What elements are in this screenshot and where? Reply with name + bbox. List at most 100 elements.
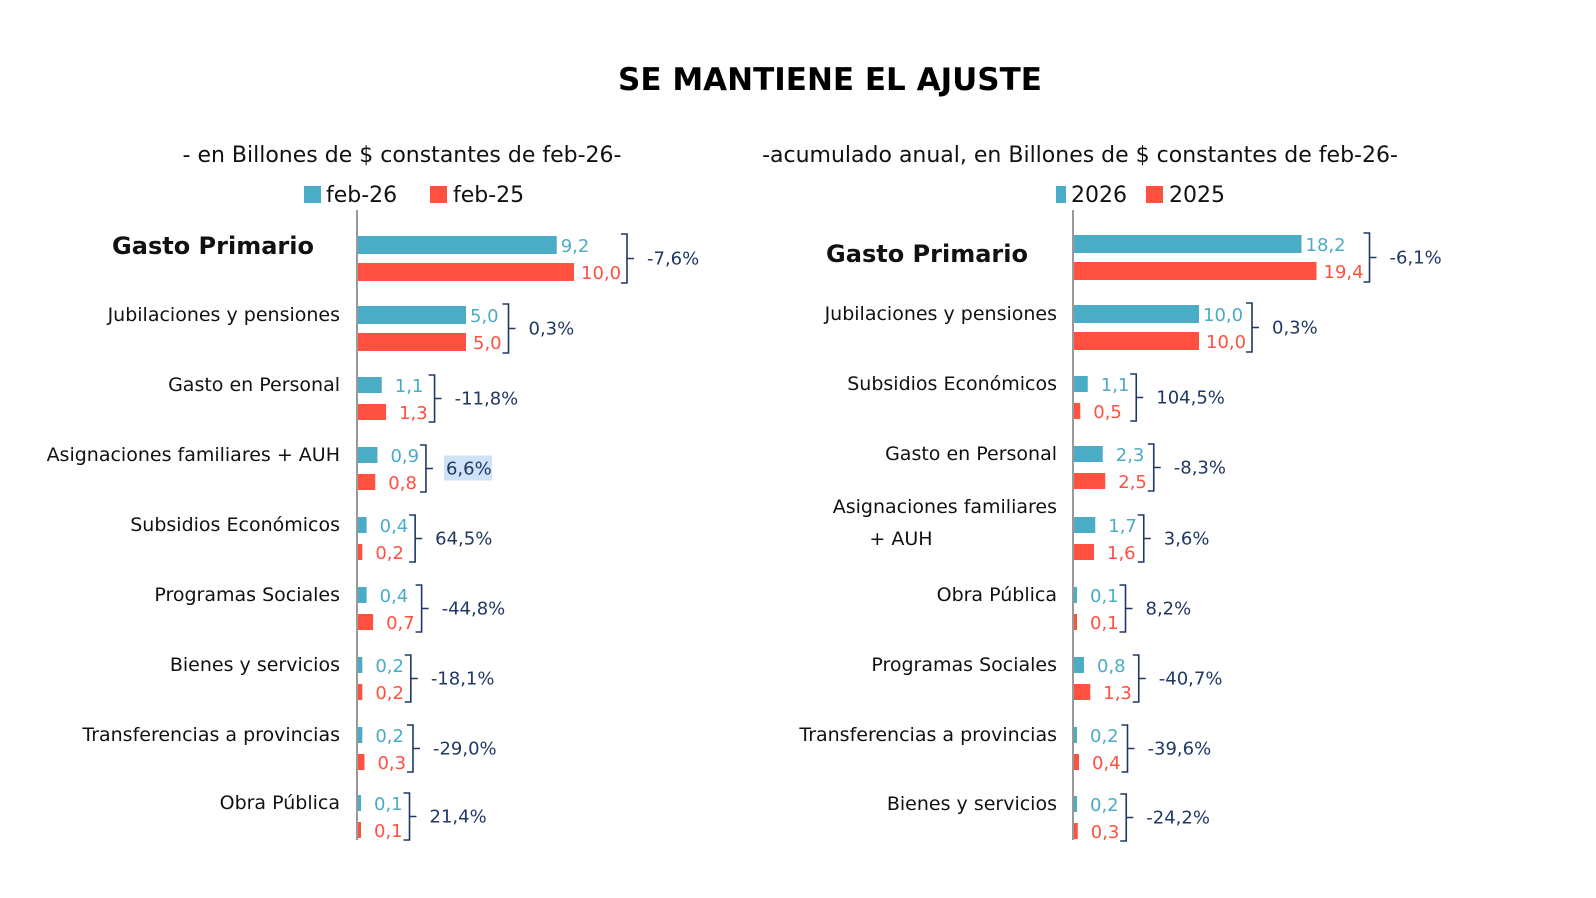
legend-label-a: feb-26 (326, 183, 397, 208)
category-label: Programas Sociales (154, 584, 340, 606)
category-label: Transferencias a provincias (798, 724, 1057, 746)
category-label: Asignaciones familiares + AUH (47, 444, 340, 466)
bar-feb-26 (358, 447, 378, 463)
variation-label: -11,8% (455, 389, 519, 410)
category-label: Gasto Primario (112, 232, 314, 260)
bar-2026 (1074, 305, 1199, 323)
category-label: Obra Pública (220, 792, 340, 814)
bar-feb-25 (358, 263, 574, 281)
bar-2025 (1074, 544, 1094, 560)
value-label: 0,2 (375, 683, 404, 704)
variation-label: -7,6% (647, 249, 699, 270)
bar-feb-26 (358, 517, 367, 533)
value-label: 0,3 (377, 753, 406, 774)
category-label: Asignaciones familiares + AUH (833, 496, 1057, 550)
variation-label: -6,1% (1390, 248, 1442, 269)
left-chart: feb-26 feb-25 Gasto Primario 9,2 10,0 -7,6% Ju… (47, 183, 700, 842)
value-label: 0,1 (1090, 613, 1119, 634)
bracket (1246, 302, 1259, 353)
variation-label: 3,6% (1164, 529, 1210, 550)
legend-label-b: feb-25 (453, 183, 524, 208)
value-label: 1,3 (399, 403, 428, 424)
value-label: 0,4 (1092, 753, 1121, 774)
bar-2026 (1074, 235, 1302, 253)
bar-2026 (1074, 376, 1088, 392)
value-label: 0,4 (380, 586, 409, 607)
legend-label-b: 2025 (1169, 183, 1225, 208)
bar-feb-26 (358, 306, 466, 324)
bracket (1120, 793, 1134, 842)
value-label: 2,5 (1118, 472, 1147, 493)
bracket (1147, 443, 1161, 492)
value-label: 2,3 (1116, 445, 1145, 466)
bracket (403, 792, 417, 841)
category-label: Subsidios Económicos (847, 373, 1057, 395)
variation-label: -18,1% (431, 669, 495, 690)
value-label: 10,0 (581, 263, 621, 284)
bar-2025 (1074, 684, 1091, 700)
bracket (1137, 514, 1151, 563)
category-label: Jubilaciones y pensiones (107, 304, 340, 326)
variation-label: -40,7% (1159, 669, 1223, 690)
bar-2026 (1074, 587, 1077, 603)
legend-swatch-b (1146, 186, 1163, 203)
bar-2026 (1074, 446, 1103, 462)
value-label: 10,0 (1203, 305, 1243, 326)
bar-feb-26 (358, 727, 363, 743)
value-label: 0,7 (386, 613, 415, 634)
value-label: 0,8 (388, 473, 417, 494)
variation-label: -8,3% (1174, 458, 1226, 479)
legend-swatch-a (304, 186, 321, 203)
left-subtitle: - en Billones de $ constantes de feb-26- (183, 143, 622, 168)
value-label: 0,8 (1097, 656, 1126, 677)
bracket (502, 303, 516, 354)
bracket (404, 654, 418, 703)
value-label: 1,1 (395, 376, 424, 397)
bracket (409, 514, 423, 563)
category-label: Jubilaciones y pensiones (824, 303, 1057, 325)
right-chart: 2026 2025 Gasto Primario 18,2 19,4 -6,1% Jubil… (798, 183, 1441, 843)
value-label: 1,6 (1107, 543, 1136, 564)
bar-2025 (1074, 823, 1078, 839)
bracket (1130, 373, 1144, 422)
bar-feb-25 (358, 822, 361, 838)
bar-2026 (1074, 727, 1077, 743)
value-label: 1,1 (1101, 375, 1130, 396)
variation-label: 0,3% (1272, 318, 1318, 339)
bar-2026 (1074, 657, 1084, 673)
category-label: Obra Pública (937, 584, 1057, 606)
right-subtitle: -acumulado anual, en Billones de $ const… (762, 143, 1398, 168)
category-label: Gasto en Personal (885, 443, 1057, 465)
variation-label: -39,6% (1148, 739, 1212, 760)
bar-2025 (1074, 473, 1106, 489)
bracket (428, 374, 442, 423)
variation-label: 0,3% (529, 319, 575, 340)
chart-title: SE MANTIENE EL AJUSTE (618, 62, 1042, 98)
value-label: 0,1 (1090, 586, 1119, 607)
bracket (1363, 232, 1377, 283)
bar-feb-26 (358, 657, 363, 673)
value-label: 0,2 (1090, 795, 1119, 816)
value-label: 5,0 (473, 333, 502, 354)
value-label: 0,9 (390, 446, 419, 467)
value-label: 18,2 (1306, 235, 1346, 256)
bar-feb-25 (358, 333, 466, 351)
value-label: 0,2 (375, 543, 404, 564)
variation-label: 21,4% (430, 807, 487, 828)
variation-label: -44,8% (442, 599, 506, 620)
value-label: 0,1 (374, 794, 403, 815)
value-label: 19,4 (1324, 262, 1364, 283)
bar-2025 (1074, 754, 1079, 770)
value-label: 0,5 (1093, 402, 1122, 423)
variation-label: -24,2% (1146, 808, 1210, 829)
bar-2025 (1074, 262, 1317, 280)
value-label: 0,2 (375, 656, 404, 677)
category-label: Gasto Primario (826, 240, 1028, 268)
legend-swatch-a (1056, 186, 1066, 203)
legend-swatch-b (430, 186, 447, 203)
value-label: 0,4 (380, 516, 409, 537)
bracket (621, 233, 634, 284)
bracket (1119, 584, 1133, 633)
bar-feb-25 (358, 474, 376, 490)
